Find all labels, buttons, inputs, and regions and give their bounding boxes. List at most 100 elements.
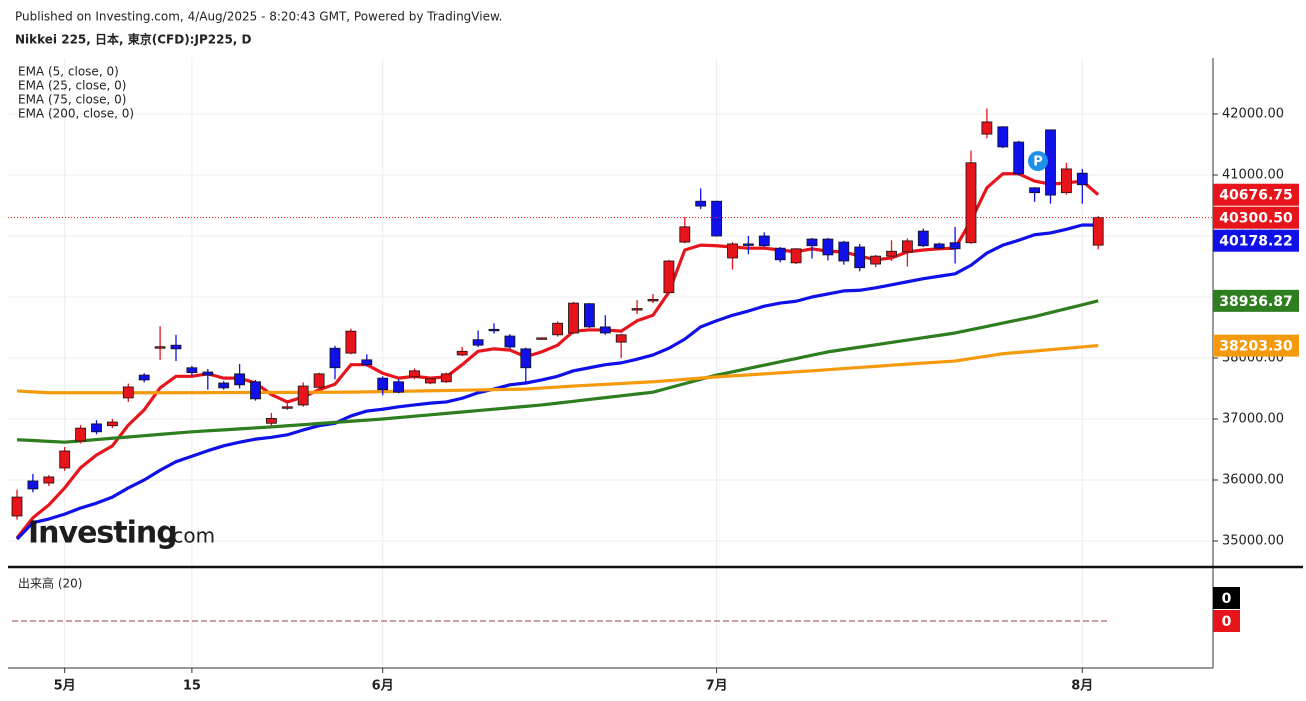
candle-body xyxy=(758,235,770,247)
y-tick-label: 41000.00 xyxy=(1222,167,1284,182)
ema-line xyxy=(15,172,1100,539)
candle-body xyxy=(218,382,230,389)
candle-body xyxy=(281,406,293,409)
volume-box xyxy=(1213,610,1240,632)
ema-line xyxy=(16,299,1099,444)
candle-body xyxy=(774,247,786,261)
candle-body xyxy=(377,377,389,391)
ema-line xyxy=(16,343,1099,395)
candle-body xyxy=(679,226,691,243)
candle-body xyxy=(663,260,675,294)
value-box xyxy=(1213,229,1299,252)
candle-body xyxy=(424,378,436,384)
candle-body xyxy=(138,374,150,381)
legend-entry: EMA (5, close, 0) xyxy=(18,65,119,79)
candle-body xyxy=(27,480,39,490)
legend-entry: EMA (75, close, 0) xyxy=(18,93,126,107)
annotation-label: P xyxy=(1033,155,1043,170)
candle-body xyxy=(122,386,134,399)
candle-body xyxy=(504,335,516,348)
candle-body xyxy=(854,246,866,269)
candle-body xyxy=(965,162,977,244)
legend-entry: EMA (200, close, 0) xyxy=(18,107,134,121)
y-tick-label: 42000.00 xyxy=(1222,106,1284,121)
watermark-suffix: .com xyxy=(166,524,215,548)
candle-body xyxy=(917,230,929,247)
candle-body xyxy=(409,370,420,378)
candle-body xyxy=(568,302,579,334)
candle-body xyxy=(488,328,500,332)
candle-body xyxy=(981,121,993,135)
candle-body xyxy=(234,373,246,386)
candle-body xyxy=(711,200,722,237)
value-box xyxy=(1213,334,1299,357)
candle-body xyxy=(552,322,563,336)
candle-body xyxy=(43,476,55,484)
candle-body xyxy=(154,346,166,349)
legend-entry: EMA (25, close, 0) xyxy=(18,79,126,93)
watermark: Investing .com xyxy=(28,516,215,551)
candle-body xyxy=(933,243,945,249)
candle-body xyxy=(1076,172,1088,186)
candle-body xyxy=(313,373,325,388)
candle-body xyxy=(1029,187,1040,194)
y-tick-label: 37000.00 xyxy=(1222,411,1284,426)
value-box xyxy=(1213,183,1299,206)
candle-body xyxy=(170,344,182,350)
candle-body xyxy=(886,250,897,257)
candle-body xyxy=(631,308,643,311)
candle-body xyxy=(250,381,261,400)
candle-body xyxy=(647,299,659,302)
value-box-label: 40178.22 xyxy=(1219,234,1293,250)
watermark-brand: Investing xyxy=(28,516,177,551)
x-tick-label: 15 xyxy=(183,679,201,694)
candle-body xyxy=(186,367,198,374)
annotation-icon xyxy=(1028,151,1048,171)
value-box-label: 40676.75 xyxy=(1219,188,1293,204)
candle-body xyxy=(59,450,71,469)
candle-body xyxy=(472,339,484,346)
candle-body xyxy=(107,421,118,427)
value-box xyxy=(1213,206,1299,229)
candle-body xyxy=(949,242,961,250)
candle-body xyxy=(790,248,802,264)
x-tick-label: 8月 xyxy=(1071,679,1093,694)
published: Published on Investing.com, 4/Aug/2025 -… xyxy=(15,10,502,24)
candle-body xyxy=(536,337,548,340)
candle-body xyxy=(456,350,468,356)
candle-body xyxy=(11,496,23,517)
candle-body xyxy=(822,238,834,256)
volume-box-label: 0 xyxy=(1222,591,1232,607)
candle-body xyxy=(599,326,611,334)
candle-body xyxy=(1092,217,1104,246)
volume-box-label: 0 xyxy=(1222,614,1232,630)
candle-body xyxy=(838,241,850,262)
value-box xyxy=(1213,289,1299,312)
x-tick-label: 7月 xyxy=(706,679,728,694)
candle-body xyxy=(806,238,818,247)
candle-body xyxy=(329,347,341,369)
ema-line xyxy=(15,223,1099,541)
candle-body xyxy=(75,427,86,442)
candle-body xyxy=(440,373,452,383)
x-tick-label: 5月 xyxy=(54,679,76,694)
candle-body xyxy=(265,417,277,424)
candle-body xyxy=(361,359,373,366)
volume-title: 出来高 (20) xyxy=(18,576,82,591)
value-box-label: 40300.50 xyxy=(1219,211,1293,227)
x-tick-label: 6月 xyxy=(372,679,394,694)
candle-body xyxy=(1061,168,1072,194)
candle-body xyxy=(997,126,1009,148)
candle-body xyxy=(695,200,707,207)
candle-body xyxy=(202,371,214,376)
candle-body xyxy=(584,303,595,328)
candle-body xyxy=(902,240,913,253)
candle-body xyxy=(345,330,357,354)
candle-body xyxy=(870,255,881,265)
y-tick-label: 35000.00 xyxy=(1222,533,1284,548)
volume-box xyxy=(1213,587,1240,609)
candle-body xyxy=(297,385,309,406)
candle-body xyxy=(520,348,532,369)
candle-body xyxy=(727,243,738,259)
